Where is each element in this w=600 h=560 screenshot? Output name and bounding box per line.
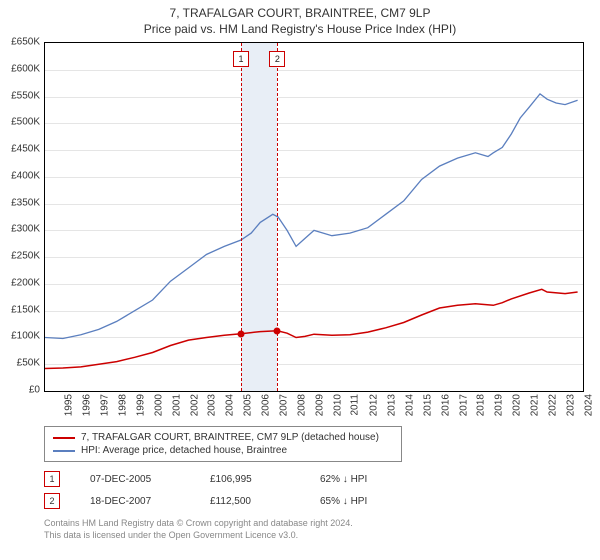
footer-line-1: Contains HM Land Registry data © Crown c… — [44, 518, 590, 530]
transaction-price: £106,995 — [210, 474, 290, 485]
y-axis-label: £600K — [0, 63, 40, 74]
footer-attribution: Contains HM Land Registry data © Crown c… — [44, 518, 590, 541]
transaction-date: 18-DEC-2007 — [90, 496, 180, 507]
y-axis-label: £550K — [0, 90, 40, 101]
y-axis-label: £450K — [0, 144, 40, 155]
title-line-2: Price paid vs. HM Land Registry's House … — [0, 20, 600, 42]
y-axis-label: £500K — [0, 117, 40, 128]
x-axis-label: 2016 — [440, 394, 451, 416]
series-property — [45, 289, 578, 368]
legend-item: 7, TRAFALGAR COURT, BRAINTREE, CM7 9LP (… — [53, 431, 393, 444]
legend-box: 7, TRAFALGAR COURT, BRAINTREE, CM7 9LP (… — [44, 426, 402, 462]
marker-number-box: 1 — [233, 51, 249, 67]
x-axis-label: 1997 — [99, 394, 110, 416]
x-axis-label: 2015 — [422, 394, 433, 416]
x-axis-label: 1999 — [135, 394, 146, 416]
legend-swatch — [53, 450, 75, 452]
x-axis-label: 2009 — [314, 394, 325, 416]
x-axis-label: 2000 — [153, 394, 164, 416]
marker-dot — [274, 327, 281, 334]
x-axis-label: 2024 — [583, 394, 594, 416]
transaction-row: 1 07-DEC-2005 £106,995 62% ↓ HPI — [44, 468, 590, 490]
x-axis-label: 2006 — [261, 394, 272, 416]
x-axis-label: 2023 — [565, 394, 576, 416]
x-axis-label: 2012 — [368, 394, 379, 416]
legend-swatch — [53, 437, 75, 439]
transaction-row: 2 18-DEC-2007 £112,500 65% ↓ HPI — [44, 490, 590, 512]
title-line-1: 7, TRAFALGAR COURT, BRAINTREE, CM7 9LP — [0, 0, 600, 20]
series-hpi — [45, 94, 578, 339]
marker-number-box: 2 — [269, 51, 285, 67]
x-axis-label: 2010 — [332, 394, 343, 416]
legend-label: 7, TRAFALGAR COURT, BRAINTREE, CM7 9LP (… — [81, 432, 379, 443]
x-axis-label: 2014 — [404, 394, 415, 416]
y-axis-label: £350K — [0, 197, 40, 208]
x-axis-label: 2017 — [458, 394, 469, 416]
x-axis-label: 1998 — [117, 394, 128, 416]
x-axis-label: 2021 — [530, 394, 541, 416]
y-axis-label: £150K — [0, 304, 40, 315]
transaction-marker-box: 2 — [44, 493, 60, 509]
y-axis-label: £200K — [0, 277, 40, 288]
chart-container: 7, TRAFALGAR COURT, BRAINTREE, CM7 9LP P… — [0, 0, 600, 560]
chart-plot-area: 12 — [44, 42, 584, 392]
y-axis-label: £250K — [0, 251, 40, 262]
x-axis-label: 1995 — [63, 394, 74, 416]
legend-label: HPI: Average price, detached house, Brai… — [81, 445, 287, 456]
marker-line — [277, 43, 278, 391]
y-axis-label: £300K — [0, 224, 40, 235]
x-axis-label: 2001 — [171, 394, 182, 416]
marker-line — [241, 43, 242, 391]
x-axis-label: 2011 — [349, 394, 360, 416]
x-axis-label: 2007 — [278, 394, 289, 416]
x-axis-label: 2003 — [207, 394, 218, 416]
transaction-marker-box: 1 — [44, 471, 60, 487]
x-axis-label: 2022 — [547, 394, 558, 416]
y-axis-label: £0 — [0, 385, 40, 396]
x-axis-label: 2002 — [189, 394, 200, 416]
x-axis-label: 2008 — [296, 394, 307, 416]
legend-item: HPI: Average price, detached house, Brai… — [53, 444, 393, 457]
marker-dot — [238, 330, 245, 337]
y-axis-label: £100K — [0, 331, 40, 342]
transaction-date: 07-DEC-2005 — [90, 474, 180, 485]
x-axis-label: 1996 — [81, 394, 92, 416]
y-axis-label: £400K — [0, 170, 40, 181]
footer-line-2: This data is licensed under the Open Gov… — [44, 530, 590, 542]
y-axis-label: £50K — [0, 358, 40, 369]
x-axis-label: 2018 — [476, 394, 487, 416]
y-axis-label: £650K — [0, 37, 40, 48]
transaction-hpi: 65% ↓ HPI — [320, 496, 400, 507]
chart-lines-svg — [45, 43, 583, 391]
x-axis-label: 2005 — [243, 394, 254, 416]
x-axis-label: 2013 — [386, 394, 397, 416]
x-axis-label: 2020 — [512, 394, 523, 416]
transaction-rows: 1 07-DEC-2005 £106,995 62% ↓ HPI 2 18-DEC-200… — [44, 468, 590, 512]
transaction-price: £112,500 — [210, 496, 290, 507]
x-axis-label: 2004 — [225, 394, 236, 416]
x-axis-label: 2019 — [494, 394, 505, 416]
transaction-hpi: 62% ↓ HPI — [320, 474, 400, 485]
